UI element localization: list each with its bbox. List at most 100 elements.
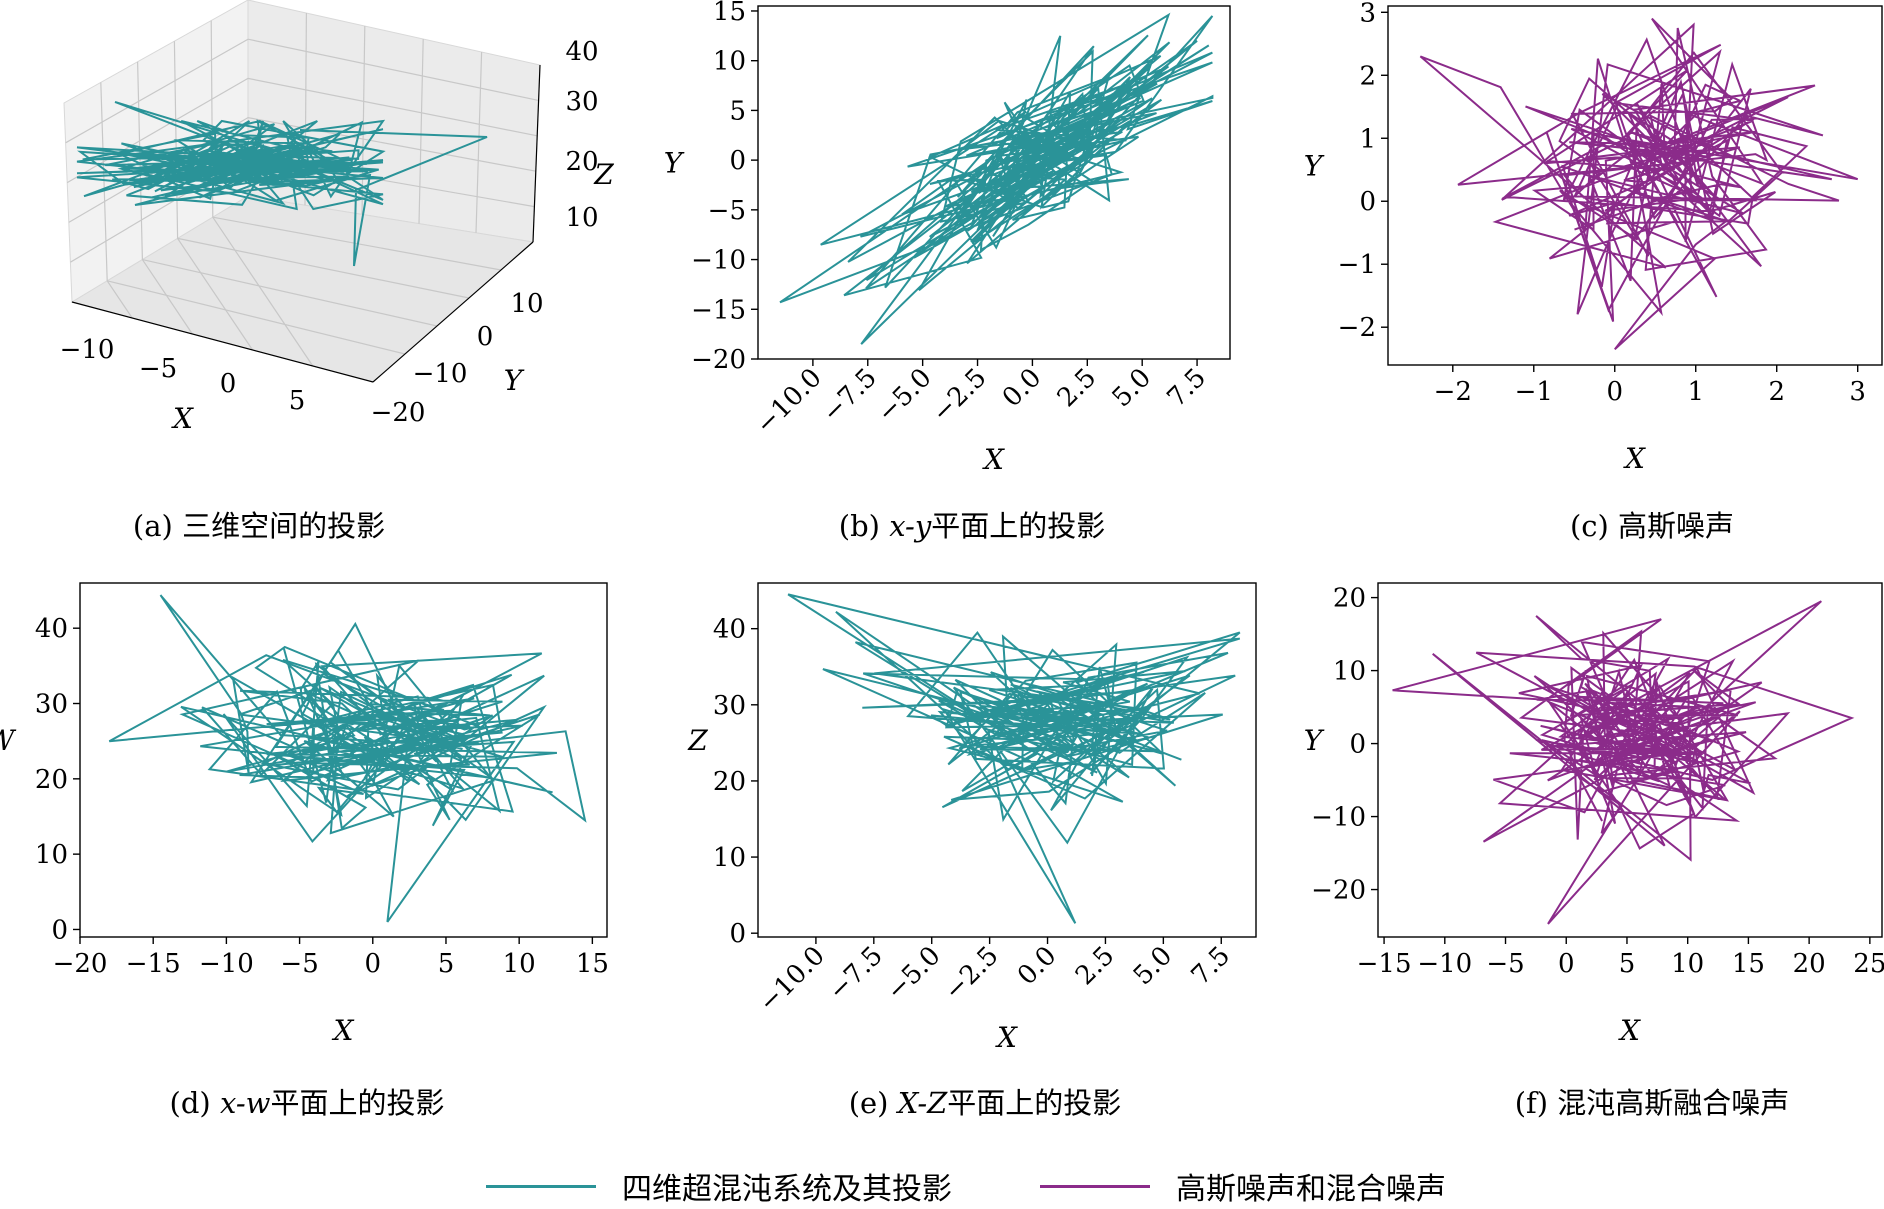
x-tick-label-f: 15 (1732, 949, 1765, 979)
x-tick-label-a: 0 (220, 369, 237, 399)
y-axis-line (372, 241, 534, 383)
x-tick-label-f: 5 (1619, 949, 1636, 979)
x-tick-label-d: −10 (199, 949, 254, 979)
grid-line (212, 216, 502, 271)
x-axis-label-e: X (995, 1021, 1018, 1054)
caption-c: (c) 高斯噪声 (1569, 509, 1735, 543)
y-tick-label-a: −10 (413, 359, 468, 389)
x-tick-label-d: −15 (126, 949, 181, 979)
x-tick-label-f: 20 (1793, 949, 1826, 979)
z-tick-label-a: 40 (565, 37, 598, 67)
z-tick-label-a: 30 (565, 87, 598, 117)
x-tick-label-b: −2.5 (927, 363, 993, 429)
y-tick-label-c: 1 (1359, 124, 1376, 154)
y-tick-label-b: 0 (729, 146, 746, 176)
plot-frame-d (79, 582, 608, 938)
x-tick-label-d: 15 (576, 949, 609, 979)
x-tick-label-d: 5 (438, 949, 455, 979)
grid-line (66, 77, 538, 184)
y-tick-label-f: 10 (1333, 657, 1366, 687)
x-tick-label-b: −5.0 (872, 363, 938, 429)
x-axis-label-c: X (1623, 442, 1646, 475)
series-line-e (787, 593, 1241, 924)
grid-line (177, 237, 470, 299)
caption-f: (f) 混沌高斯融合噪声 (1514, 1086, 1790, 1120)
y-tick-label-d: 0 (51, 915, 68, 945)
x-tick-label-f: −10 (1417, 949, 1472, 979)
y-tick-label-b: −20 (691, 345, 746, 375)
x-tick-label-c: −1 (1515, 377, 1553, 407)
legend-noise-swatch (1040, 1184, 1150, 1188)
caption-e: (e) X-Z平面上的投影 (848, 1086, 1122, 1120)
x-axis-label-a: X (171, 402, 194, 435)
z-axis-label-a: Z (593, 158, 614, 191)
x-tick-label-d: −20 (53, 949, 108, 979)
x-tick-label-f: 10 (1671, 949, 1704, 979)
panel-a: −10 −5 0 5 10 0 −10 −20 10 20 30 40 X Y Z (60, 0, 614, 435)
y-axis-label-e: Z (687, 724, 708, 757)
x-tick-label-b: −10.0 (750, 363, 828, 441)
x-tick-label-d: −5 (280, 949, 318, 979)
x-tick-label-e: 0.0 (1012, 941, 1062, 991)
plot-frame-b (757, 5, 1231, 360)
caption-b: (b) x-y平面上的投影 (838, 509, 1106, 543)
y-tick-label-e: 20 (713, 767, 746, 797)
x-tick-label-f: 0 (1558, 949, 1575, 979)
y-tick-label-f: −10 (1311, 803, 1366, 833)
caption-a: (a) 三维空间的投影 (132, 509, 386, 543)
legend-chaos-swatch (486, 1184, 596, 1188)
grid-line (361, 25, 366, 215)
y-axis-label-f: Y (1304, 724, 1325, 757)
panel-d: −20 −15 −10 −5 0 5 10 15 40 30 20 10 0 X W (0, 582, 609, 1047)
y-tick-label-b: 10 (713, 47, 746, 77)
x-tick-label-b: 0.0 (997, 363, 1047, 413)
legend-noise-label: 高斯噪声和混合噪声 (1176, 1172, 1446, 1207)
x-tick-label-b: 5.0 (1107, 363, 1157, 413)
x-tick-label-a: −10 (60, 335, 115, 365)
plot-frame-f (1377, 582, 1883, 938)
z-tick-label-a: 20 (565, 147, 598, 177)
y-tick-label-c: −1 (1338, 250, 1376, 280)
x-tick-label-e: 2.5 (1070, 941, 1120, 991)
y-tick-label-c: 0 (1359, 187, 1376, 217)
z-tick-label-a: 10 (565, 203, 598, 233)
x-tick-label-c: 3 (1849, 377, 1866, 407)
y-tick-label-a: 0 (477, 322, 494, 352)
plot-frame-c (1387, 5, 1883, 366)
grid-line (142, 259, 438, 327)
x-tick-label-d: 0 (365, 949, 382, 979)
x-tick-label-d: 10 (503, 949, 536, 979)
y-tick-label-e: 40 (713, 615, 746, 645)
x-axis-line (71, 301, 374, 383)
grid-line (65, 38, 539, 144)
y-tick-label-f: −20 (1311, 876, 1366, 906)
y-axis-label-a: Y (504, 364, 525, 397)
x-tick-label-a: −5 (139, 354, 177, 384)
series-line-f (1392, 600, 1855, 925)
y-tick-label-b: −15 (691, 295, 746, 325)
panel-e: −10.0−7.5−5.0−2.5 0.0 2.5 5.0 7.5 40 30 20 10 0 X Z (687, 582, 1257, 1054)
z-axis-line (532, 64, 541, 243)
grid-line (475, 51, 483, 233)
x-tick-label-f: −5 (1486, 949, 1524, 979)
panel-c: −2 −1 0 1 2 3 3 2 1 0 −1 −2 X Y (1304, 0, 1883, 475)
legend-chaos: 四维超混沌系统及其投影 (486, 1166, 952, 1207)
x-tick-label-e: −7.5 (823, 941, 889, 1007)
x-tick-label-c: 1 (1687, 377, 1704, 407)
panel-b: −10.0−7.5−5.0−2.5 0.0 2.5 5.0 7.5 15 10 5 0 −5 −10… (664, 0, 1231, 476)
series-line-d (108, 594, 587, 923)
y-tick-label-d: 40 (35, 614, 68, 644)
x-tick-label-a: 5 (289, 386, 306, 416)
x-axis-label-d: X (332, 1014, 355, 1047)
y-axis-label-b: Y (664, 147, 685, 180)
y-tick-label-e: 0 (729, 919, 746, 949)
x-tick-label-c: 0 (1606, 377, 1623, 407)
x-axis-label-b: X (982, 443, 1005, 476)
y-tick-label-f: 0 (1349, 730, 1366, 760)
plot-frame-e (757, 582, 1257, 938)
y-tick-label-b: 5 (729, 96, 746, 126)
grid-line (418, 38, 424, 224)
x-tick-label-b: 7.5 (1162, 363, 1212, 413)
